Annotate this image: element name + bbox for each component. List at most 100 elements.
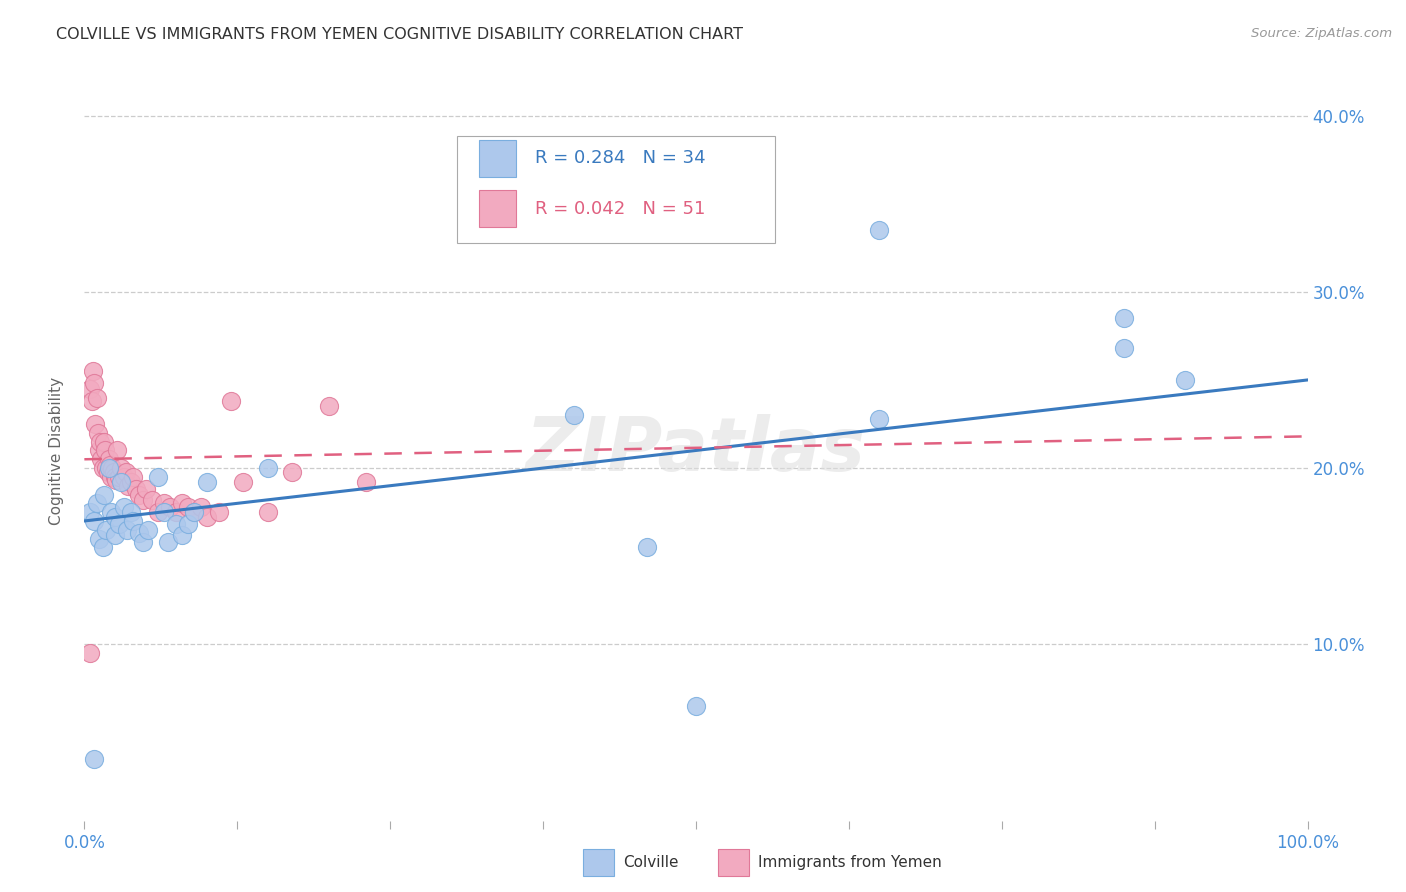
Point (86, 496, 108, 510)
Point (195, 475, 218, 490)
Point (208, 505, 231, 519)
Point (105, 474, 128, 488)
Point (219, 394, 242, 409)
Point (83, 376, 105, 391)
Text: R = 0.042   N = 51: R = 0.042 N = 51 (534, 200, 704, 218)
Point (153, 496, 176, 510)
Point (87, 425, 110, 440)
Point (172, 496, 194, 510)
Point (110, 475, 132, 490)
Text: Colville: Colville (623, 855, 678, 870)
Point (96, 461, 118, 475)
Point (100, 505, 122, 519)
Point (94, 443, 117, 458)
Point (136, 523, 159, 537)
Point (97, 465, 120, 479)
Point (107, 517, 129, 532)
Point (257, 461, 280, 475)
Point (83, 752, 105, 766)
Point (1114, 311, 1136, 326)
Point (122, 514, 145, 528)
Point (79, 382, 101, 396)
Point (562, 408, 585, 422)
Point (869, 411, 891, 425)
Point (86, 391, 108, 405)
Point (79, 505, 101, 519)
Point (153, 505, 176, 519)
Point (90, 452, 112, 467)
Point (79, 646, 101, 660)
Point (112, 470, 135, 484)
Point (1114, 341, 1136, 355)
Point (128, 526, 150, 541)
Point (112, 500, 135, 514)
Point (318, 400, 340, 414)
Point (84, 417, 107, 431)
Point (183, 505, 205, 519)
Point (156, 535, 179, 549)
Point (177, 517, 200, 532)
Point (96, 523, 118, 537)
Point (190, 500, 212, 514)
Point (110, 461, 132, 475)
Point (97, 461, 120, 475)
Point (141, 492, 163, 507)
Point (87, 532, 110, 546)
Point (117, 479, 139, 493)
Point (354, 475, 377, 490)
Point (115, 465, 138, 479)
Text: R = 0.284   N = 34: R = 0.284 N = 34 (534, 149, 706, 167)
Point (104, 528, 127, 542)
Point (98, 458, 121, 472)
Point (115, 523, 138, 537)
Point (104, 510, 127, 524)
Point (80, 394, 103, 409)
Point (132, 492, 155, 507)
Point (135, 482, 157, 496)
Point (146, 505, 169, 519)
FancyBboxPatch shape (457, 136, 776, 244)
Point (869, 223, 891, 237)
Point (159, 500, 181, 514)
Point (636, 541, 658, 555)
Point (93, 487, 115, 501)
Point (183, 505, 205, 519)
Point (103, 465, 125, 479)
Point (87, 443, 110, 458)
Point (82, 364, 104, 378)
Point (195, 510, 218, 524)
Point (91, 541, 114, 555)
Text: Immigrants from Yemen: Immigrants from Yemen (758, 855, 942, 870)
Y-axis label: Cognitive Disability: Cognitive Disability (49, 376, 63, 524)
Point (146, 470, 169, 484)
Point (93, 434, 115, 449)
Point (172, 528, 194, 542)
FancyBboxPatch shape (479, 190, 516, 227)
Point (105, 443, 128, 458)
Point (232, 475, 254, 490)
Point (281, 465, 304, 479)
Point (128, 487, 150, 501)
Point (97, 452, 120, 467)
Point (1174, 373, 1197, 387)
Point (101, 461, 124, 475)
Point (685, 699, 707, 714)
Point (104, 470, 127, 484)
Point (177, 500, 200, 514)
Point (83, 514, 105, 528)
Point (165, 517, 187, 532)
Point (120, 475, 142, 490)
Point (100, 470, 122, 484)
Point (122, 470, 145, 484)
Point (132, 535, 155, 549)
Text: Source: ZipAtlas.com: Source: ZipAtlas.com (1251, 27, 1392, 40)
Point (89, 434, 111, 449)
Point (120, 505, 142, 519)
FancyBboxPatch shape (479, 139, 516, 177)
Text: ZIPatlas: ZIPatlas (526, 414, 866, 487)
Point (91, 461, 114, 475)
Point (165, 505, 187, 519)
Point (125, 482, 148, 496)
Text: COLVILLE VS IMMIGRANTS FROM YEMEN COGNITIVE DISABILITY CORRELATION CHART: COLVILLE VS IMMIGRANTS FROM YEMEN COGNIT… (56, 27, 744, 42)
Point (107, 470, 129, 484)
